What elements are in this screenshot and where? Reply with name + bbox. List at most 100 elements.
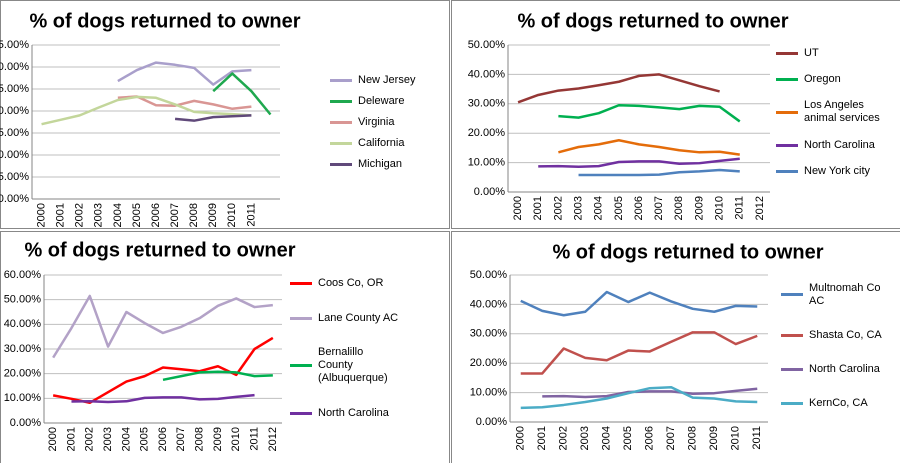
legend-swatch (776, 143, 798, 147)
legend-swatch (781, 402, 803, 406)
legend: New Jersey Deleware Virginia California Mich… (330, 74, 445, 170)
data-line (578, 168, 740, 177)
legend-item: Bernalillo County (Albuquerque) (290, 346, 415, 385)
data-line (212, 72, 272, 116)
x-tick-label: 2002 (84, 427, 96, 451)
x-tick-label: 2011 (751, 426, 763, 450)
chart-panel: % of dogs returned to owner 0.00% 10.00% 20… (0, 231, 450, 463)
data-line (162, 370, 273, 382)
data-line (542, 387, 758, 399)
x-tick-label: 2012 (754, 196, 766, 220)
chart-title: % of dogs returned to owner (517, 10, 788, 32)
legend-label: North Carolina (318, 407, 389, 420)
x-tick-label: 2010 (230, 427, 242, 451)
chart-title: % of dogs returned to owner (29, 10, 300, 32)
y-tick-label: 10.00% (470, 387, 508, 399)
y-tick-label: 30.00% (4, 343, 42, 355)
legend: Multnomah Co AC Shasta Co, CA North Caroli… (781, 271, 899, 421)
data-line (558, 104, 741, 123)
y-tick-label: 20.00% (468, 127, 506, 139)
y-tick-label: 50.00% (470, 269, 508, 281)
panel-border (451, 0, 900, 229)
legend-swatch (776, 51, 798, 55)
x-tick-label: 2004 (601, 426, 613, 450)
x-tick-label: 2003 (572, 196, 584, 220)
x-tick-label: 2002 (552, 196, 564, 220)
legend-item: Los Angeles animal services (776, 99, 898, 125)
data-line (71, 393, 255, 404)
x-tick-label: 2001 (55, 203, 67, 227)
chart-panel: % of dogs returned to owner 0.00% 10.00% 20… (451, 0, 900, 229)
x-tick-label: 2009 (212, 427, 224, 451)
legend-swatch (290, 281, 312, 285)
y-tick-label: 10.00% (468, 157, 506, 169)
y-tick-label: 20.00% (470, 357, 508, 369)
x-tick-label: 2004 (120, 427, 132, 451)
x-tick-label: 2009 (207, 203, 219, 227)
y-tick-label: 60.00% (4, 269, 42, 281)
y-tick-label: 10.00% (0, 149, 29, 161)
x-tick-label: 2010 (714, 196, 726, 220)
x-tick-label: 2007 (175, 427, 187, 451)
legend-label: North Carolina (809, 363, 880, 376)
x-tick-label: 2005 (613, 196, 625, 220)
legend-item: New York city (776, 165, 898, 178)
legend-swatch (781, 368, 803, 372)
panel-border (451, 231, 900, 463)
x-tick-label: 2008 (194, 427, 206, 451)
y-tick-label: 0.00% (474, 186, 505, 198)
y-tick-label: 0.00% (476, 416, 507, 428)
y-tick-label: 20.00% (4, 368, 42, 380)
legend-item: Oregon (776, 73, 898, 86)
y-tick-label: 30.00% (0, 61, 29, 73)
legend-swatch (330, 121, 352, 124)
legend-label: Lane County AC (318, 311, 399, 324)
legend-item: Shasta Co, CA (781, 329, 899, 342)
data-line (538, 157, 740, 168)
legend-item: North Carolina (290, 407, 415, 420)
legend-label: New York city (804, 165, 871, 178)
legend-item: Deleware (330, 95, 445, 108)
x-tick-label: 2012 (267, 427, 279, 451)
y-tick-label: 50.00% (468, 39, 506, 51)
x-tick-label: 2002 (558, 426, 570, 450)
x-tick-label: 2009 (708, 426, 720, 450)
x-tick-label: 2001 (532, 196, 544, 220)
legend-item: New Jersey (330, 74, 445, 87)
legend-label: California (358, 137, 405, 149)
data-line (52, 336, 274, 405)
chart-panel: % of dogs returned to owner 0.00% 10.00% 20… (451, 231, 900, 463)
legend-label: Michigan (358, 158, 403, 170)
legend-swatch (330, 142, 352, 145)
data-line (520, 331, 758, 375)
legend-swatch (330, 163, 352, 166)
data-line (520, 290, 758, 317)
data-line (174, 114, 252, 122)
legend-item: Lane County AC (290, 312, 415, 325)
x-tick-label: 2008 (188, 203, 200, 227)
x-tick-label: 2003 (93, 203, 105, 227)
legend-label: Multnomah Co AC (809, 281, 881, 307)
panel-border (0, 231, 450, 463)
x-tick-label: 2003 (102, 427, 114, 451)
legend: Coos Co, OR Lane County AC Bernalillo Coun… (290, 276, 415, 420)
legend-label: UT (804, 46, 819, 59)
x-tick-label: 2005 (622, 426, 634, 450)
legend-swatch (330, 79, 352, 82)
y-tick-label: 0.00% (10, 417, 41, 429)
legend-box: Multnomah Co AC Shasta Co, CA North Caroli… (781, 271, 899, 421)
legend-item: North Carolina (776, 139, 898, 152)
x-tick-label: 2001 (65, 427, 77, 451)
y-tick-label: 30.00% (470, 328, 508, 340)
data-line (41, 95, 252, 126)
x-tick-label: 2003 (579, 426, 591, 450)
legend-item: Multnomah Co AC (781, 282, 899, 308)
x-tick-label: 2010 (226, 203, 238, 227)
legend-label: Deleware (358, 95, 405, 107)
y-tick-label: 50.00% (4, 294, 42, 306)
x-tick-label: 2006 (150, 203, 162, 227)
legend-label: Coos Co, OR (318, 276, 384, 289)
y-tick-label: 40.00% (470, 298, 508, 310)
x-tick-label: 2007 (665, 426, 677, 450)
y-tick-label: 35.00% (0, 39, 29, 51)
